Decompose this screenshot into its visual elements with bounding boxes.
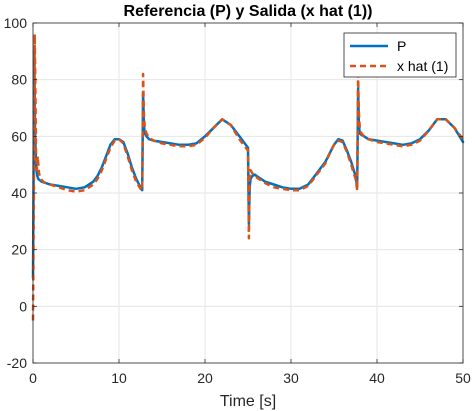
x-tick-label: 10 [111, 370, 127, 386]
y-tick-label: 40 [11, 185, 27, 201]
chart-title: Referencia (P) y Salida (x hat (1)) [124, 3, 373, 20]
legend: P x hat (1) [343, 32, 457, 78]
y-tick-label: 80 [11, 72, 27, 88]
legend-label-xhat: x hat (1) [397, 58, 448, 74]
series-layer [31, 33, 465, 321]
x-tick-label: 50 [455, 370, 471, 386]
y-tick-label: 60 [11, 128, 27, 144]
x-tick-label: 20 [197, 370, 213, 386]
x-axis-label: Time [s] [220, 393, 276, 410]
x-tick-label: 30 [283, 370, 299, 386]
series-line-x-hat-1 [31, 33, 464, 321]
y-tick-label: -20 [7, 355, 27, 371]
y-tick-label: 20 [11, 242, 27, 258]
x-tick-label: 40 [369, 370, 385, 386]
legend-label-p: P [397, 38, 406, 54]
legend-box [343, 32, 457, 78]
x-tick-label: 0 [29, 370, 37, 386]
y-tick-label: 100 [4, 15, 28, 31]
y-tick-label: 0 [19, 298, 27, 314]
